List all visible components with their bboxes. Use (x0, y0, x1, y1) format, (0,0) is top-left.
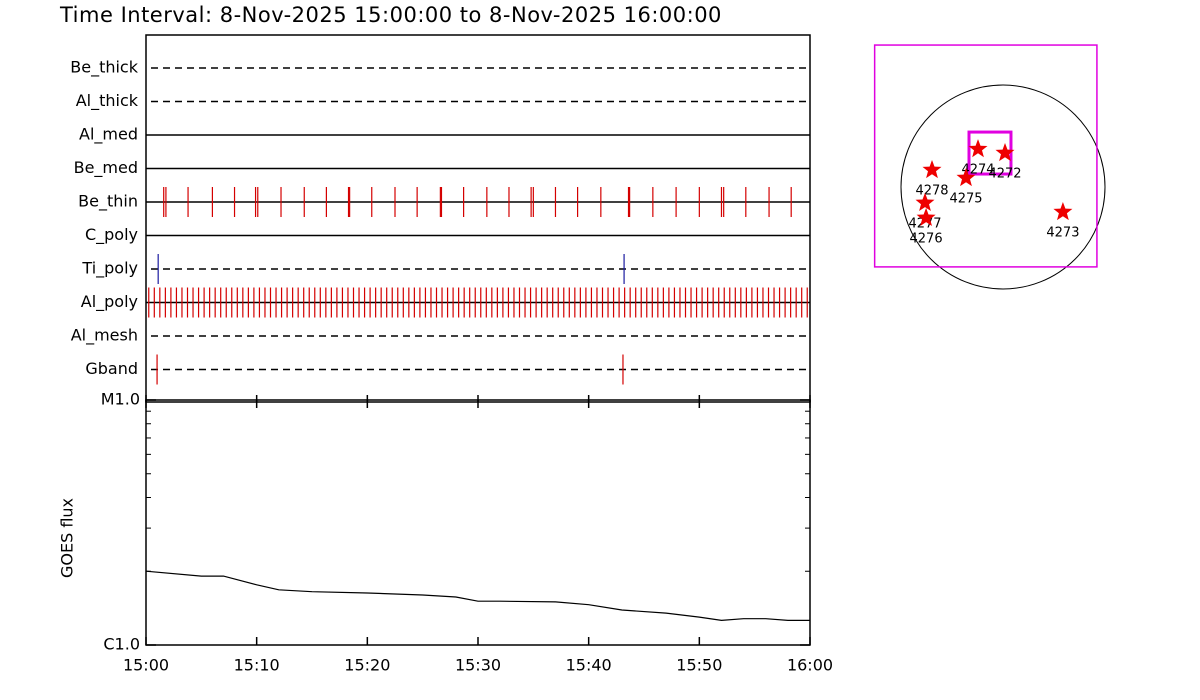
x-tick-label: 15:40 (566, 656, 612, 675)
fov-box (967, 130, 1013, 176)
ar-label: 4272 (988, 167, 1021, 182)
ar-marker (995, 143, 1015, 162)
goes-line (145, 570, 810, 622)
ar-label: 4277 (908, 216, 941, 231)
row-label: C_poly (85, 225, 138, 245)
y-tick-label: M1.0 (101, 390, 140, 409)
row-label: Ti_poly (81, 259, 138, 279)
ar-marker (922, 160, 942, 179)
row-label: Al_poly (81, 292, 138, 312)
x-tick-label: 15:10 (234, 656, 280, 675)
fov-box (873, 44, 1098, 268)
y-tick-label: C1.0 (103, 635, 140, 654)
row-label: Gband (85, 359, 138, 378)
ar-label: 4274 (961, 163, 994, 178)
ar-label: 4273 (1046, 225, 1079, 240)
ar-marker (968, 139, 988, 158)
solar-limb (900, 84, 1106, 290)
ar-label: 4275 (949, 191, 982, 206)
ar-marker (916, 207, 936, 226)
ar-marker (915, 192, 935, 211)
row-label: Al_mesh (71, 326, 138, 346)
y-axis-label: GOES flux (58, 498, 77, 578)
row-label: Al_med (79, 125, 138, 145)
x-tick-label: 15:20 (344, 656, 390, 675)
row-label: Al_thick (76, 91, 139, 111)
x-tick-label: 15:00 (123, 656, 169, 675)
ar-label: 4276 (910, 231, 943, 246)
x-tick-label: 16:00 (787, 656, 833, 675)
ar-marker (1053, 202, 1073, 221)
row-label: Be_thick (70, 58, 138, 78)
chart-title: Time Interval: 8-Nov-2025 15:00:00 to 8-… (59, 3, 722, 27)
row-label: Be_med (74, 158, 138, 178)
ar-marker (956, 168, 976, 187)
x-tick-label: 15:30 (455, 656, 501, 675)
row-label: Be_thin (78, 192, 138, 212)
ar-label: 4278 (915, 184, 948, 199)
x-tick-label: 15:50 (676, 656, 722, 675)
